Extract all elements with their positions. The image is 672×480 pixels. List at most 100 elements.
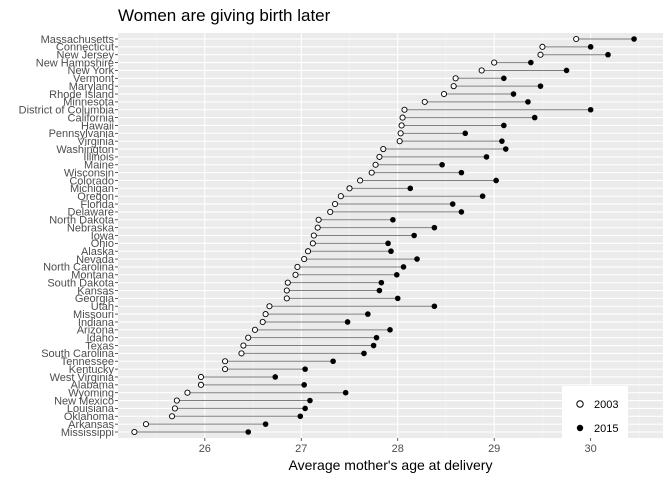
dumbbell-segments <box>134 38 635 433</box>
y-tick-label: Connecticut <box>56 42 114 54</box>
point-2003 <box>398 122 405 129</box>
y-tick-label: Texas <box>85 340 114 352</box>
point-2015 <box>528 59 534 66</box>
y-tick-label: Arizona <box>77 325 115 337</box>
point-2015 <box>387 327 393 333</box>
y-tick-label: Virginia <box>78 136 115 148</box>
y-tick-label: Montana <box>71 270 115 282</box>
y-tick-label: New Hampshire <box>36 57 114 69</box>
point-2015 <box>390 216 396 223</box>
y-tick-label: Vermont <box>73 73 114 85</box>
point-2003 <box>251 326 259 333</box>
point-2003 <box>539 43 546 50</box>
point-2015 <box>501 122 507 129</box>
point-2003 <box>222 366 229 373</box>
y-tick-label: Maine <box>84 160 114 172</box>
point-2003 <box>197 373 205 381</box>
point-2015 <box>439 161 445 168</box>
point-2003 <box>171 405 178 412</box>
x-tick-label: 26 <box>199 443 211 455</box>
point-2015 <box>400 264 407 270</box>
x-tick-label: 27 <box>295 443 307 455</box>
point-2003 <box>421 98 428 105</box>
point-2015 <box>342 389 349 396</box>
point-2015 <box>344 319 351 325</box>
point-2015 <box>631 36 637 42</box>
point-2015 <box>605 51 611 58</box>
point-2003 <box>168 413 176 420</box>
point-2015 <box>479 193 486 199</box>
point-2003 <box>142 421 150 428</box>
x-axis-title: Average mother's age at delivery <box>289 457 493 473</box>
point-2015 <box>297 413 304 420</box>
y-tick-label: Illinois <box>83 152 114 164</box>
y-tick-label: Wisconsin <box>64 167 114 179</box>
point-2015 <box>587 44 594 50</box>
point-2003 <box>240 342 247 349</box>
point-2003 <box>197 381 205 388</box>
point-2003 <box>376 153 383 160</box>
point-2015 <box>361 350 367 357</box>
y-tick-label: Washington <box>56 144 114 156</box>
y-tick-label: Minnesota <box>63 97 115 109</box>
y-tick-label: Oregon <box>77 191 114 203</box>
y-tick-label: North Dakota <box>49 215 115 227</box>
point-2003 <box>184 389 191 396</box>
points-2003 <box>131 35 580 436</box>
point-2015 <box>411 232 417 239</box>
point-2015 <box>563 67 570 74</box>
y-tick-label: Mississippi <box>61 427 114 439</box>
point-2003 <box>573 35 580 43</box>
point-2015 <box>502 146 509 152</box>
point-2003 <box>357 177 364 184</box>
point-2003 <box>262 311 269 318</box>
point-2015 <box>330 358 336 365</box>
point-2015 <box>501 75 507 82</box>
point-2015 <box>394 295 401 302</box>
x-tick-label: 28 <box>392 443 404 455</box>
y-tick-label: West Virginia <box>50 372 115 384</box>
point-2003 <box>440 90 448 98</box>
point-2015 <box>414 256 420 262</box>
point-2015 <box>510 91 517 97</box>
point-2015 <box>458 209 465 215</box>
point-2015 <box>458 169 465 176</box>
point-2015 <box>307 397 313 404</box>
y-tick-label: Ohio <box>91 238 114 250</box>
y-tick-label: Florida <box>80 199 115 211</box>
point-2003 <box>314 224 321 231</box>
point-2015 <box>370 342 377 349</box>
y-axis-ticks <box>115 38 118 433</box>
point-2015 <box>302 366 308 372</box>
point-2003 <box>315 216 322 223</box>
point-2003 <box>450 83 457 90</box>
point-2003 <box>304 248 312 255</box>
point-2003 <box>245 334 252 341</box>
y-tick-label: Indiana <box>78 317 115 329</box>
y-tick-label: Louisiana <box>67 403 115 415</box>
point-2003 <box>292 271 299 278</box>
y-tick-label: Maryland <box>69 81 114 93</box>
y-tick-label: Rhode Island <box>49 89 114 101</box>
legend-background <box>562 386 628 438</box>
y-tick-label: New York <box>68 65 115 77</box>
point-2003 <box>401 106 408 113</box>
y-tick-label: South Carolina <box>41 348 115 360</box>
point-2015 <box>525 99 531 105</box>
point-2015 <box>378 279 385 286</box>
legend: 2003 2015 <box>562 386 628 438</box>
point-2003 <box>368 169 375 176</box>
point-2015 <box>407 185 414 192</box>
point-2003 <box>222 358 229 365</box>
point-2015 <box>272 374 279 380</box>
y-tick-label: Tennessee <box>61 356 114 368</box>
y-tick-label: Michigan <box>70 183 114 195</box>
point-2003 <box>310 232 317 239</box>
point-2003 <box>331 201 339 208</box>
legend-key-2003 <box>576 400 584 408</box>
point-2003 <box>301 256 308 263</box>
y-tick-label: Hawaii <box>81 120 114 132</box>
point-2003 <box>372 161 379 168</box>
